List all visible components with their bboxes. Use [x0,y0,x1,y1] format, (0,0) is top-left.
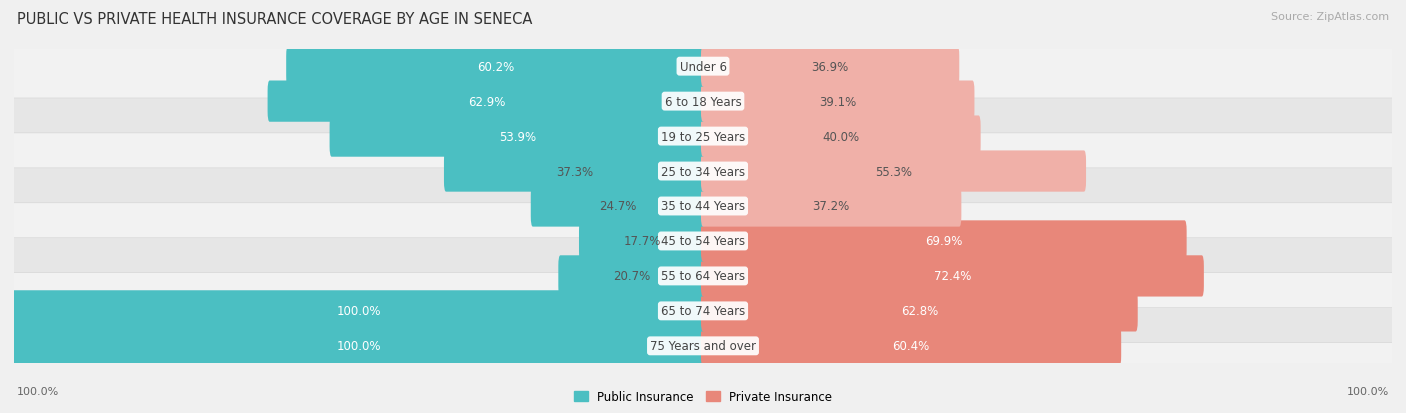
Text: 40.0%: 40.0% [823,130,859,143]
FancyBboxPatch shape [0,35,1406,99]
Text: 65 to 74 Years: 65 to 74 Years [661,305,745,318]
Text: 35 to 44 Years: 35 to 44 Years [661,200,745,213]
Text: 60.2%: 60.2% [477,61,515,74]
Text: 55.3%: 55.3% [875,165,912,178]
FancyBboxPatch shape [531,186,704,227]
FancyBboxPatch shape [0,279,1406,343]
FancyBboxPatch shape [702,46,959,88]
FancyBboxPatch shape [558,256,704,297]
FancyBboxPatch shape [0,175,1406,238]
FancyBboxPatch shape [702,256,1204,297]
FancyBboxPatch shape [702,186,962,227]
Text: 6 to 18 Years: 6 to 18 Years [665,95,741,108]
FancyBboxPatch shape [702,81,974,122]
Text: 45 to 54 Years: 45 to 54 Years [661,235,745,248]
Text: 100.0%: 100.0% [1347,387,1389,396]
FancyBboxPatch shape [702,325,1121,367]
Text: Source: ZipAtlas.com: Source: ZipAtlas.com [1271,12,1389,22]
FancyBboxPatch shape [0,244,1406,308]
Text: 55 to 64 Years: 55 to 64 Years [661,270,745,283]
Legend: Public Insurance, Private Insurance: Public Insurance, Private Insurance [569,385,837,408]
FancyBboxPatch shape [444,151,704,192]
Text: 62.9%: 62.9% [468,95,505,108]
Text: PUBLIC VS PRIVATE HEALTH INSURANCE COVERAGE BY AGE IN SENECA: PUBLIC VS PRIVATE HEALTH INSURANCE COVER… [17,12,533,27]
Text: 20.7%: 20.7% [613,270,651,283]
Text: 60.4%: 60.4% [893,339,929,352]
Text: 24.7%: 24.7% [599,200,637,213]
FancyBboxPatch shape [329,116,704,157]
Text: 100.0%: 100.0% [336,305,381,318]
Text: 72.4%: 72.4% [934,270,972,283]
Text: 75 Years and over: 75 Years and over [650,339,756,352]
Text: 37.2%: 37.2% [813,200,849,213]
Text: 100.0%: 100.0% [17,387,59,396]
Text: 53.9%: 53.9% [499,130,536,143]
FancyBboxPatch shape [287,46,704,88]
Text: 39.1%: 39.1% [820,95,856,108]
Text: 62.8%: 62.8% [901,305,938,318]
FancyBboxPatch shape [0,140,1406,203]
Text: 17.7%: 17.7% [623,235,661,248]
FancyBboxPatch shape [0,70,1406,134]
FancyBboxPatch shape [0,105,1406,169]
FancyBboxPatch shape [267,81,704,122]
FancyBboxPatch shape [0,210,1406,273]
FancyBboxPatch shape [13,291,704,332]
FancyBboxPatch shape [0,314,1406,378]
FancyBboxPatch shape [702,291,1137,332]
Text: 100.0%: 100.0% [336,339,381,352]
Text: 19 to 25 Years: 19 to 25 Years [661,130,745,143]
Text: 69.9%: 69.9% [925,235,963,248]
FancyBboxPatch shape [702,151,1085,192]
Text: 36.9%: 36.9% [811,61,849,74]
Text: Under 6: Under 6 [679,61,727,74]
Text: 25 to 34 Years: 25 to 34 Years [661,165,745,178]
FancyBboxPatch shape [702,116,980,157]
FancyBboxPatch shape [13,325,704,367]
FancyBboxPatch shape [579,221,704,262]
Text: 37.3%: 37.3% [555,165,593,178]
FancyBboxPatch shape [702,221,1187,262]
